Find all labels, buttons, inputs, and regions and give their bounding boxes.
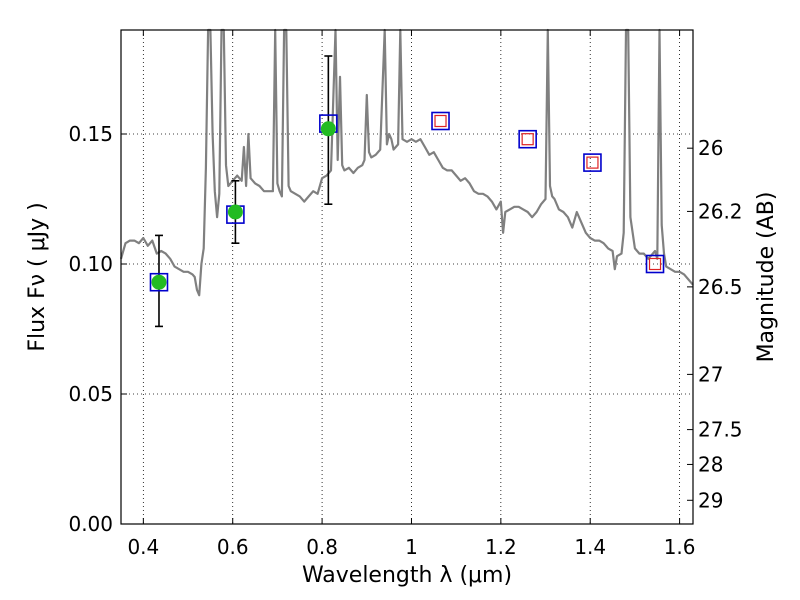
observed-point	[227, 204, 243, 220]
y-axis-label: Flux Fν ( μJy )	[25, 202, 50, 351]
x-tick-label: 0.6	[217, 535, 249, 559]
x-tick-label: 1.2	[485, 535, 517, 559]
model-sed-layer	[119, 28, 694, 297]
grid-lines	[121, 30, 693, 524]
upper-limit-square	[434, 114, 447, 128]
x-axis-label: Wavelength λ (μm)	[302, 563, 512, 588]
x-tick-label: 0.8	[306, 535, 338, 559]
y-tick-label: 0.05	[68, 382, 113, 406]
model-sed-line	[119, 28, 694, 297]
model-photometry-square	[583, 153, 602, 172]
model-photometry-square	[431, 111, 450, 131]
y2-tick-label: 28	[698, 452, 723, 476]
model-photometry-square	[149, 272, 169, 292]
upper-limit-square	[648, 257, 662, 271]
x-tick-label: 0.4	[127, 535, 159, 559]
x-tick-label: 1.4	[574, 535, 606, 559]
y-tick-label: 0.00	[68, 512, 113, 536]
x-tick-label: 1	[405, 535, 418, 559]
y2-axis-label: Magnitude (AB)	[754, 192, 779, 363]
y2-tick-label: 27	[698, 362, 723, 386]
y2-tick-label: 26.2	[698, 199, 743, 223]
y2-tick-label: 26.5	[698, 275, 743, 299]
upper-limit-square	[521, 133, 534, 146]
plot-frame	[120, 29, 694, 525]
observed-point	[320, 121, 336, 137]
model-photometry-square	[518, 129, 537, 149]
photometry-layer	[149, 55, 665, 328]
axis-labels: Wavelength λ (μm) Flux Fν ( μJy ) Magnit…	[25, 192, 779, 588]
x-tick-label: 1.6	[664, 535, 696, 559]
y2-tick-label: 26	[698, 136, 723, 160]
y2-tick-label: 29	[698, 488, 723, 512]
y-tick-label: 0.10	[68, 252, 113, 276]
axis-ticks: 0.4 0.6 0.8 1 1.2 1.4 1.6 0.00 0.05 0.10 0.15 26 26.…	[68, 30, 743, 559]
y-tick-label: 0.15	[68, 122, 113, 146]
model-photometry-square	[645, 254, 665, 274]
y2-tick-label: 27.5	[698, 418, 743, 442]
observed-point	[151, 274, 167, 290]
upper-limit-square	[586, 156, 599, 169]
